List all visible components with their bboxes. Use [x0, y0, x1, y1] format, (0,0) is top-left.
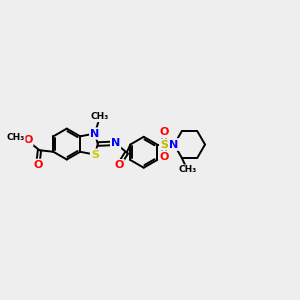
Text: N: N [90, 128, 100, 139]
Text: N: N [169, 140, 179, 149]
Text: O: O [23, 135, 33, 146]
Text: N: N [111, 138, 120, 148]
Text: N: N [169, 140, 179, 149]
Text: N: N [111, 138, 120, 148]
Text: CH₃: CH₃ [178, 165, 197, 174]
Text: O: O [159, 127, 169, 137]
Text: N: N [169, 140, 179, 149]
Text: O: O [33, 160, 43, 170]
Text: S: S [91, 150, 99, 160]
Text: S: S [160, 140, 168, 149]
Text: N: N [90, 128, 100, 139]
Text: N: N [169, 140, 179, 149]
Text: S: S [91, 150, 99, 160]
Text: CH₃: CH₃ [7, 134, 25, 142]
Text: O: O [115, 160, 124, 170]
Text: CH₃: CH₃ [90, 112, 109, 122]
Text: O: O [159, 152, 169, 162]
Text: S: S [160, 140, 168, 149]
